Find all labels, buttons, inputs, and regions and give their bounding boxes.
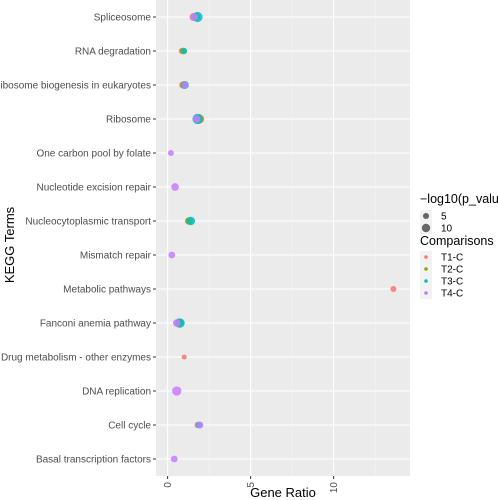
y-tick-label: Drug metabolism - other enzymes [1, 353, 151, 364]
color-legend-keys: T1-CT2-CT3-CT4-C [420, 251, 463, 300]
y-tick-label: One carbon pool by folate [36, 149, 151, 160]
data-point-t3-c [186, 216, 196, 226]
data-point-t4-c [181, 81, 189, 89]
data-point-t4-c [172, 386, 182, 396]
plot-panel [156, 0, 410, 476]
color-legend-title: Comparisons [420, 234, 494, 248]
x-axis-title: Gene Ratio [250, 485, 316, 500]
y-tick-label: Fanconi anemia pathway [40, 319, 151, 330]
grid-major [156, 0, 410, 476]
size-legend-label: 5 [441, 212, 447, 223]
y-tick-label: Nucleotide excision repair [36, 183, 151, 194]
data-point-t4-c [171, 183, 179, 191]
color-legend-dot [424, 291, 428, 295]
y-tick-label: Nucleocytoplasmic transport [25, 217, 151, 228]
grid-minor [208, 0, 376, 476]
x-tick-label: 5 [246, 482, 257, 488]
y-tick-label: Cell cycle [108, 421, 151, 432]
y-tick-label: Mismatch repair [80, 251, 152, 262]
size-legend-label: 10 [441, 224, 453, 235]
data-point-t4-c [192, 115, 201, 123]
data-point-t1-c [181, 354, 187, 360]
y-tick-label: DNA replication [82, 387, 151, 398]
data-point-t4-c [170, 455, 178, 463]
x-tick-label: 10 [329, 482, 340, 494]
y-tick-label: Ribosome biogenesis in eukaryotes [0, 81, 151, 92]
x-axis: 0 5 10 [163, 476, 340, 493]
y-axis: Spliceosome RNA degradation Ribosome bioge… [0, 13, 156, 466]
data-point-t4-c [168, 251, 176, 259]
color-legend-label: T1-C [441, 253, 463, 264]
size-legend-keys: 510 [420, 210, 453, 235]
color-legend-label: T3-C [441, 277, 463, 288]
size-legend-dot [421, 223, 431, 233]
data-points [167, 11, 397, 463]
data-point-t1-c [390, 286, 397, 292]
color-legend-label: T2-C [441, 265, 463, 276]
y-axis-title: KEGG Terms [2, 206, 17, 283]
size-legend-dot [422, 212, 430, 220]
data-point-t4-c [196, 421, 204, 429]
color-legend-dot [424, 255, 428, 259]
legend: −log10(p_value) 510 Comparisons T1-CT2-C… [420, 192, 498, 300]
size-legend-title: −log10(p_value) [420, 192, 498, 206]
data-point-t4-c [167, 150, 174, 156]
color-legend-label: T4-C [441, 289, 463, 300]
color-legend-dot [424, 279, 428, 283]
data-point-t4-c [172, 319, 181, 327]
color-legend-dot [424, 267, 428, 271]
y-tick-label: Ribosome [106, 115, 151, 126]
data-point-t4-c [190, 13, 199, 21]
y-tick-label: Spliceosome [94, 13, 152, 24]
y-tick-label: RNA degradation [75, 47, 151, 58]
y-tick-label: Basal transcription factors [36, 455, 151, 466]
y-tick-label: Metabolic pathways [63, 285, 151, 296]
data-point-t3-c [181, 48, 188, 54]
x-tick-label: 0 [163, 482, 174, 488]
